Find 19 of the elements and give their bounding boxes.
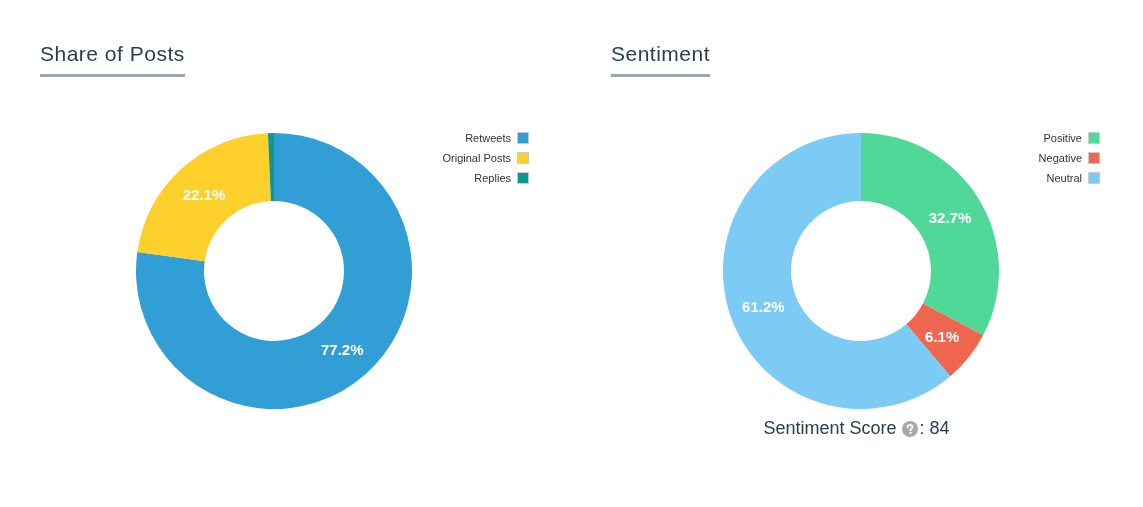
legend-label: Negative — [1038, 152, 1082, 164]
data-label: 22.1% — [182, 185, 226, 203]
chart-title: Share of Posts — [40, 42, 185, 77]
donut-slice — [136, 133, 412, 409]
legend-label: Positive — [1043, 132, 1082, 144]
donut-slice — [267, 133, 274, 202]
legend-label: Replies — [474, 172, 511, 184]
donut-slice — [137, 133, 271, 262]
text: Sentiment Score — [763, 418, 897, 438]
text: : 84 — [919, 418, 950, 438]
donut-slice — [906, 303, 984, 377]
legend-label: Neutral — [1046, 172, 1082, 184]
legend-label: Original Posts — [442, 152, 511, 164]
data-label: 32.7% — [928, 208, 972, 226]
legend-label: Retweets — [465, 132, 511, 144]
data-label: 6.1% — [925, 327, 960, 345]
chart-title: Sentiment — [611, 42, 711, 77]
data-label: 77.2% — [321, 340, 364, 358]
data-label: 61.2% — [742, 298, 785, 316]
